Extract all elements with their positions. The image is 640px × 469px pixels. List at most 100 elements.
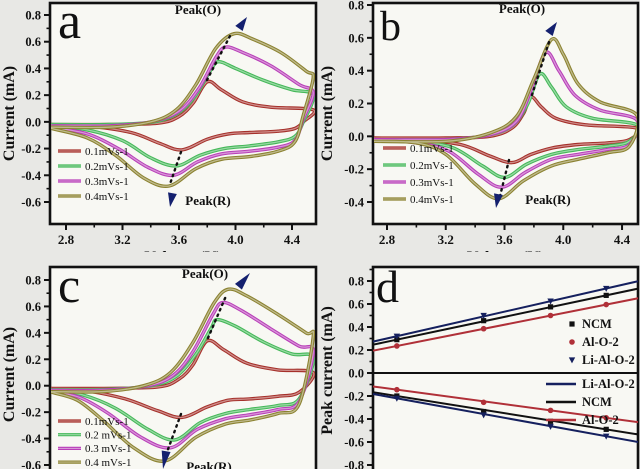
marker-triangle-down [568, 357, 576, 364]
x-axis-title: Voltage (V) [144, 249, 221, 252]
svg-text:0.2: 0.2 [348, 344, 364, 358]
panel-c: c 0.80.60.40.20.0-0.2-0.4-0.62.83.23.64.… [0, 252, 320, 469]
svg-text:2.8: 2.8 [58, 232, 75, 247]
marker-triangle-down [393, 395, 401, 402]
peak-dash-line [498, 158, 511, 198]
legend-label: 0.2mVs-1 [410, 160, 454, 172]
legend: 0.1mVs-1 0.2mVs-1 0.3mVs-1 0.4mVs-1 [58, 146, 129, 203]
peak-label: Peak(O) [182, 266, 228, 281]
cv-curves [51, 287, 315, 463]
marker-square [547, 418, 554, 424]
svg-text:0.8: 0.8 [25, 9, 41, 23]
marker-circle [603, 301, 609, 308]
legend-label: 0.2mVs-1 [85, 161, 129, 173]
svg-text:0.6: 0.6 [348, 298, 364, 312]
svg-text:3.6: 3.6 [171, 232, 188, 247]
svg-text:0.0: 0.0 [25, 115, 41, 129]
fit-line-oxidation-NCM [372, 287, 639, 346]
legend-label: 0.2 mVs-1 [85, 430, 131, 442]
legend-label: Li-Al-O-2 [582, 353, 635, 367]
panel-b-chart: 0.8 0.6 0.4 0.2 0.0 -0.2 -0.4 2.8 3.2 3.6 4.0 4.4 Vo… [320, 0, 640, 252]
legend-label: NCM [582, 395, 612, 409]
cv-curve-highlight [51, 339, 315, 419]
panel-c-letter: c [58, 257, 81, 313]
cv-curve-highlight [51, 288, 315, 462]
svg-text:3.2: 3.2 [114, 232, 130, 247]
svg-text:-0.2: -0.2 [344, 390, 364, 404]
legend-label: 0.3mVs-1 [410, 177, 454, 189]
peak-label: Peak(R) [185, 193, 231, 208]
fit-line-reduction-Al-O-2 [372, 385, 639, 424]
panel-c-chart: 0.80.60.40.20.0-0.2-0.4-0.62.83.23.64.04… [1, 265, 318, 469]
y-axis-title: Current (mA) [1, 327, 18, 422]
svg-text:0.8: 0.8 [348, 275, 364, 289]
marker-square [569, 321, 575, 327]
svg-text:4.0: 4.0 [555, 232, 571, 247]
legend: 0.1mVs-1 0.2 mVs-10.3 mVs-1 0.4 mVs-1 [58, 416, 131, 469]
peak-dash-line [165, 412, 183, 454]
panel-d: d 0.8 0.6 0.4 0.2 0.0 -0.2 -0.4 -0.6 -0.8 Peak cu… [320, 252, 640, 469]
fit-line-reduction-Li-Al-O-2 [372, 392, 639, 443]
svg-text:0.4: 0.4 [25, 326, 41, 340]
axis-ticks: 0.8 0.6 0.4 0.2 0.0 -0.2 -0.4 -0.6 -0.8 [344, 268, 373, 469]
marker-square [603, 292, 609, 298]
svg-text:-0.8: -0.8 [344, 459, 364, 469]
marker-square [481, 408, 487, 415]
svg-text:3.6: 3.6 [496, 232, 513, 247]
panel-d-chart: 0.8 0.6 0.4 0.2 0.0 -0.2 -0.4 -0.6 -0.8 Peak curr… [320, 265, 640, 469]
legend-label: 0.3 mVs-1 [85, 443, 131, 455]
svg-text:0.0: 0.0 [348, 130, 364, 144]
marker-square [481, 318, 487, 324]
marker-circle [480, 399, 487, 406]
cv-curves [51, 31, 315, 188]
svg-text:0.6: 0.6 [25, 35, 41, 49]
legend-label: 0.3mVs-1 [85, 176, 129, 188]
peak-annotations: Peak(O) Peak(R) [161, 266, 250, 469]
svg-text:3.2: 3.2 [438, 232, 454, 247]
peak-arrow [235, 17, 247, 32]
svg-text:0.4: 0.4 [25, 62, 41, 76]
legend-label: 0.1mVs-1 [410, 143, 454, 155]
marker-circle [547, 312, 554, 319]
legend-label: Al-O-2 [582, 413, 619, 427]
legend-label: 0.1mVs-1 [85, 146, 129, 158]
marker-triangle-down [480, 312, 487, 319]
peak-annotations: Peak(O) Peak(R) [167, 2, 247, 208]
plot-frame [371, 265, 640, 469]
fit-lines [372, 280, 639, 443]
peak-arrow [493, 193, 503, 208]
marker-triangle-down [480, 412, 487, 419]
panel-a-chart: 0.8 0.6 0.4 0.2 0.0 -0.2 -0.4 -0.6 2.8 3.2 3.6 4.0 4… [1, 1, 318, 252]
svg-text:-0.6: -0.6 [21, 195, 41, 209]
fit-line-reduction-NCM [372, 391, 639, 436]
peak-arrow [545, 22, 557, 37]
x-axis-title: Voltage (V) [467, 249, 544, 252]
peak-label: Peak(R) [186, 459, 232, 469]
svg-text:0.0: 0.0 [348, 367, 364, 381]
marker-triangle-down [547, 423, 554, 430]
svg-text:0.4: 0.4 [348, 64, 364, 78]
marker-circle [603, 415, 609, 421]
peak-annotations: Peak(O) Peak(R) [493, 1, 571, 208]
marker-circle [394, 343, 400, 349]
legend: NCM Al-O-2 Li-Al-O-2 Li-Al-O-2 NCM Al-O-2 [546, 317, 635, 427]
axis-ticks: 0.80.60.40.20.0-0.2-0.4-0.62.83.23.64.04… [21, 274, 50, 469]
marker-circle [547, 407, 554, 414]
svg-text:-0.6: -0.6 [344, 436, 364, 450]
peak-dash-line [205, 34, 232, 82]
legend: 0.1mVs-1 0.2mVs-1 0.3mVs-1 0.4mVs-1 [383, 143, 454, 206]
marker-triangle-down [603, 285, 610, 292]
plot-frame [371, 1, 640, 226]
peak-label: Peak(O) [499, 1, 545, 16]
svg-text:0.4: 0.4 [348, 321, 364, 335]
svg-text:0.6: 0.6 [348, 31, 364, 45]
legend-label: 0.1mVs-1 [85, 416, 129, 428]
svg-text:-0.6: -0.6 [21, 458, 41, 469]
marker-triangle-down [393, 333, 401, 340]
cv-curve-highlight [374, 38, 637, 200]
y-axis-title: Current (mA) [1, 66, 18, 161]
panel-a-letter: a [58, 0, 82, 50]
svg-text:-0.4: -0.4 [344, 413, 365, 427]
svg-text:-0.2: -0.2 [21, 406, 41, 420]
